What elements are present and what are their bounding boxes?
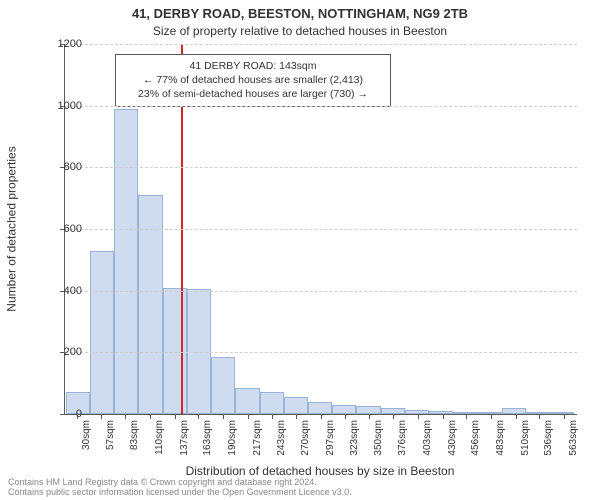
x-tick-label: 483sqm	[495, 420, 506, 456]
x-tick-label: 57sqm	[105, 420, 116, 450]
x-tick-label: 403sqm	[422, 420, 433, 456]
gridline	[65, 106, 577, 107]
bar	[284, 397, 308, 414]
x-tick-mark	[296, 414, 297, 419]
x-tick-label: 83sqm	[129, 420, 140, 450]
bar	[260, 392, 284, 414]
x-tick-label: 297sqm	[325, 420, 336, 456]
x-tick-mark	[491, 414, 492, 419]
y-tick-label: 600	[42, 223, 82, 235]
annotation-line-1: 41 DERBY ROAD: 143sqm	[124, 59, 382, 73]
x-tick-label: 323sqm	[349, 420, 360, 456]
bar	[332, 405, 356, 414]
x-tick-mark	[345, 414, 346, 419]
x-tick-mark	[321, 414, 322, 419]
x-ticks: 30sqm 57sqm 83sqm 110sqm 137sqm 163sqm 190sqm 2…	[64, 414, 576, 464]
x-tick-mark	[77, 414, 78, 419]
x-tick-label: 190sqm	[227, 420, 238, 456]
y-axis-label: Number of detached properties	[4, 44, 20, 414]
x-tick-label: 30sqm	[81, 420, 92, 450]
x-tick-mark	[393, 414, 394, 419]
annotation-line-3: 23% of semi-detached houses are larger (…	[124, 87, 382, 101]
x-tick-label: 563sqm	[568, 420, 579, 456]
y-tick-label: 200	[42, 346, 82, 358]
bar	[163, 288, 187, 414]
bar	[138, 195, 162, 414]
x-tick-label: 217sqm	[252, 420, 263, 456]
y-tick-label: 1200	[42, 38, 82, 50]
bar	[114, 109, 138, 414]
x-tick-label: 110sqm	[154, 420, 165, 455]
x-tick-mark	[150, 414, 151, 419]
x-tick-mark	[418, 414, 419, 419]
x-tick-mark	[272, 414, 273, 419]
x-tick-mark	[466, 414, 467, 419]
x-axis-label: Distribution of detached houses by size …	[64, 464, 576, 478]
annotation-line-2: ← 77% of detached houses are smaller (2,…	[124, 73, 382, 87]
x-tick-mark	[101, 414, 102, 419]
gridline	[65, 291, 577, 292]
x-tick-mark	[125, 414, 126, 419]
x-tick-mark	[198, 414, 199, 419]
y-tick-label: 400	[42, 285, 82, 297]
x-tick-mark	[248, 414, 249, 419]
x-tick-label: 536sqm	[543, 420, 554, 456]
footer: Contains HM Land Registry data © Crown c…	[8, 478, 592, 498]
y-tick-label: 1000	[42, 100, 82, 112]
x-tick-mark	[564, 414, 565, 419]
bar	[356, 406, 380, 414]
x-tick-mark	[516, 414, 517, 419]
x-tick-mark	[369, 414, 370, 419]
bar	[90, 251, 114, 414]
bar	[308, 402, 332, 414]
y-tick-label: 800	[42, 161, 82, 173]
x-tick-label: 510sqm	[520, 420, 531, 456]
page-title: 41, DERBY ROAD, BEESTON, NOTTINGHAM, NG9…	[0, 6, 600, 21]
x-tick-mark	[443, 414, 444, 419]
gridline	[65, 229, 577, 230]
x-tick-mark	[539, 414, 540, 419]
bar	[235, 388, 259, 414]
gridline	[65, 167, 577, 168]
x-tick-label: 350sqm	[373, 420, 384, 456]
annotation-box: 41 DERBY ROAD: 143sqm ← 77% of detached …	[115, 54, 391, 107]
x-tick-mark	[175, 414, 176, 419]
plot-area: 41 DERBY ROAD: 143sqm ← 77% of detached …	[64, 44, 577, 415]
x-tick-label: 376sqm	[397, 420, 408, 456]
x-tick-label: 456sqm	[470, 420, 481, 456]
footer-line-2: Contains public sector information licen…	[8, 488, 592, 498]
page: 41, DERBY ROAD, BEESTON, NOTTINGHAM, NG9…	[0, 0, 600, 500]
x-tick-label: 163sqm	[202, 420, 213, 456]
x-tick-label: 430sqm	[447, 420, 458, 456]
bar	[211, 357, 235, 414]
x-tick-label: 270sqm	[300, 420, 311, 456]
gridline	[65, 44, 577, 45]
page-subtitle: Size of property relative to detached ho…	[0, 24, 600, 38]
gridline	[65, 352, 577, 353]
x-tick-mark	[223, 414, 224, 419]
x-tick-label: 243sqm	[276, 420, 287, 456]
x-tick-label: 137sqm	[179, 420, 190, 456]
